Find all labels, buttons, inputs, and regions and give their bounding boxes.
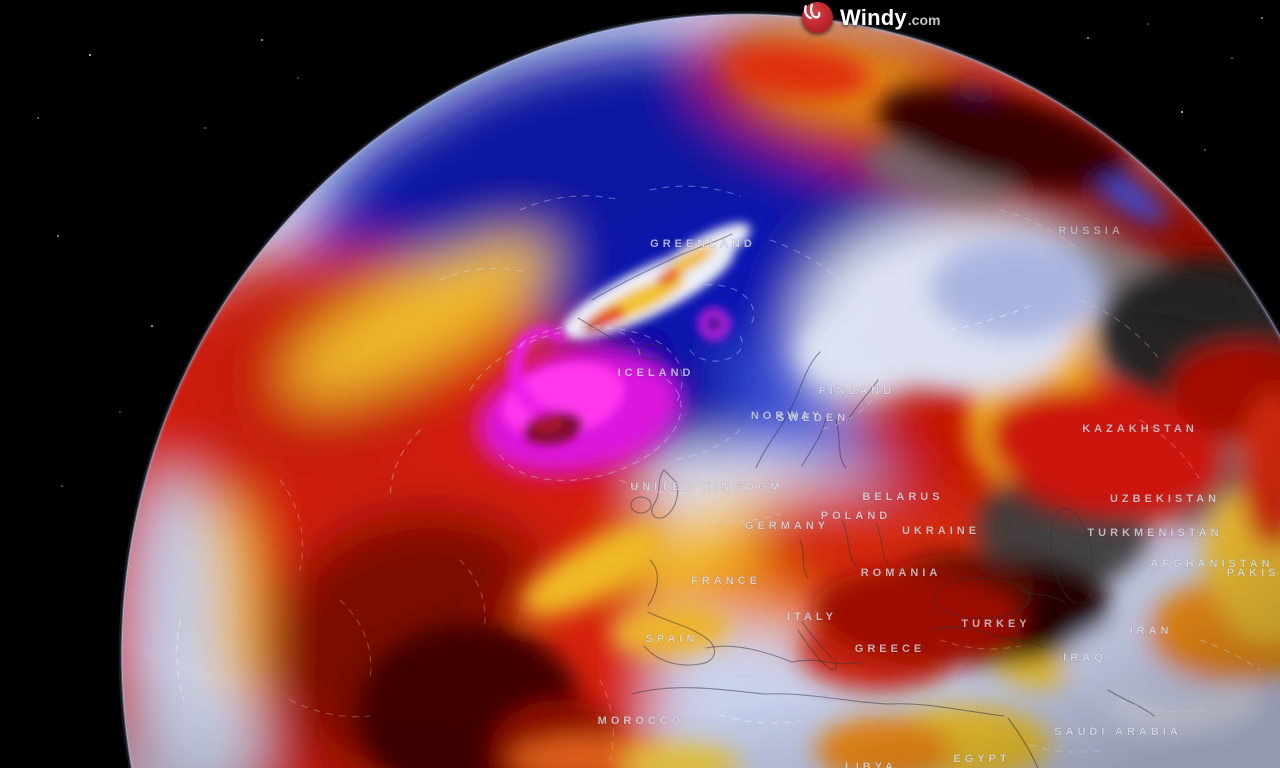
- windy-logo[interactable]: Windy .com: [802, 2, 940, 33]
- map-label-libya: LIBYA: [845, 761, 897, 768]
- map-label-united-kingdom: UNITED KINGDOM: [630, 481, 783, 493]
- map-label-romania: ROMANIA: [861, 567, 942, 579]
- map-label-iraq: IRAQ: [1063, 652, 1107, 664]
- map-label-france: FRANCE: [691, 575, 761, 587]
- map-label-uzbekistan: UZBEKISTAN: [1110, 493, 1220, 505]
- map-label-belarus: BELARUS: [862, 491, 943, 503]
- map-label-iran: IRAN: [1130, 625, 1173, 637]
- map-label-sweden: SWEDEN: [777, 412, 849, 424]
- map-label-russia: RUSSIA: [1058, 225, 1124, 237]
- map-label-pakistan: PAKISTAN: [1227, 567, 1280, 579]
- map-label-turkmenistan: TURKMENISTAN: [1087, 527, 1222, 539]
- map-label-italy: ITALY: [787, 611, 837, 623]
- map-label-iceland: ICELAND: [618, 367, 695, 379]
- map-label-norway: NORWAY: [751, 410, 823, 422]
- map-label-morocco: MOROCCO: [598, 715, 685, 727]
- map-label-ukraine: UKRAINE: [902, 525, 980, 537]
- map-label-kazakhstan: KAZAKHSTAN: [1082, 423, 1198, 435]
- map-label-afghanistan: AFGHANISTAN: [1150, 558, 1273, 570]
- map-label-poland: POLAND: [821, 510, 891, 522]
- country-labels: GREENLAND ICELAND FINLAND NORWAY SWEDEN …: [597, 225, 1280, 768]
- map-label-saudi-arabia: SAUDI ARABIA: [1054, 726, 1182, 738]
- map-label-egypt: EGYPT: [953, 753, 1010, 765]
- map-label-germany: GERMANY: [745, 520, 829, 532]
- map-label-finland: FINLAND: [819, 385, 895, 397]
- map-label-greece: GREECE: [855, 643, 925, 655]
- wind-swirl-icon: [802, 2, 833, 33]
- logo-text: Windy .com: [840, 5, 940, 31]
- map-label-turkey: TURKEY: [961, 618, 1030, 630]
- map-label-spain: SPAIN: [646, 633, 699, 645]
- map-label-greenland: GREENLAND: [650, 238, 756, 250]
- logo-tld-text: .com: [907, 11, 941, 28]
- logo-brand-text: Windy: [840, 4, 907, 30]
